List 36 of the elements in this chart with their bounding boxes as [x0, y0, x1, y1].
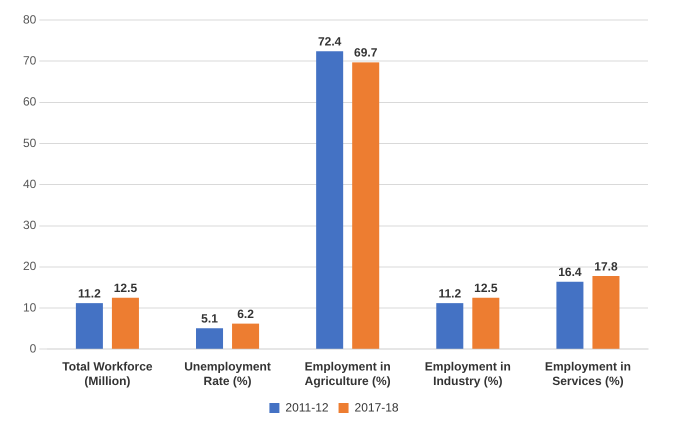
data-label: 17.8	[594, 259, 618, 274]
x-tick-label: Total Workforce (Million)	[62, 360, 153, 388]
x-tick-label: Employment in Agriculture (%)	[304, 360, 391, 388]
bar	[112, 298, 139, 349]
data-label: 6.2	[237, 307, 254, 321]
bar	[196, 328, 224, 349]
y-tick-label: 20	[22, 259, 37, 274]
bar	[316, 51, 344, 349]
x-tick-label: Employment in Industry (%)	[424, 360, 511, 388]
data-label: 72.4	[318, 34, 342, 49]
bar	[556, 282, 584, 349]
data-label: 69.7	[354, 46, 378, 60]
y-tick-label: 10	[22, 300, 37, 314]
bar	[592, 276, 620, 349]
y-tick-label: 0	[30, 342, 37, 356]
data-label: 12.5	[114, 281, 138, 296]
data-label: 12.5	[474, 281, 498, 296]
x-tick-label: Unemployment Rate (%)	[184, 360, 271, 388]
bar	[472, 298, 500, 349]
y-tick-label: 50	[22, 136, 37, 150]
data-label: 16.4	[558, 265, 582, 280]
bar	[76, 303, 103, 349]
legend-label: 2017-18	[354, 400, 399, 414]
bar	[352, 62, 380, 349]
y-tick-label: 80	[22, 12, 37, 26]
bar	[232, 324, 260, 349]
bar	[436, 303, 464, 349]
y-tick-label: 40	[22, 176, 37, 191]
data-label: 5.1	[201, 312, 218, 326]
x-tick-label: Employment in Services (%)	[544, 360, 631, 388]
legend-label: 2011-12	[285, 400, 329, 414]
data-label: 11.2	[78, 286, 102, 300]
data-label: 11.2	[438, 286, 462, 300]
y-tick-label: 70	[22, 53, 37, 68]
y-tick-label: 30	[22, 218, 37, 232]
y-tick-label: 60	[22, 94, 37, 109]
